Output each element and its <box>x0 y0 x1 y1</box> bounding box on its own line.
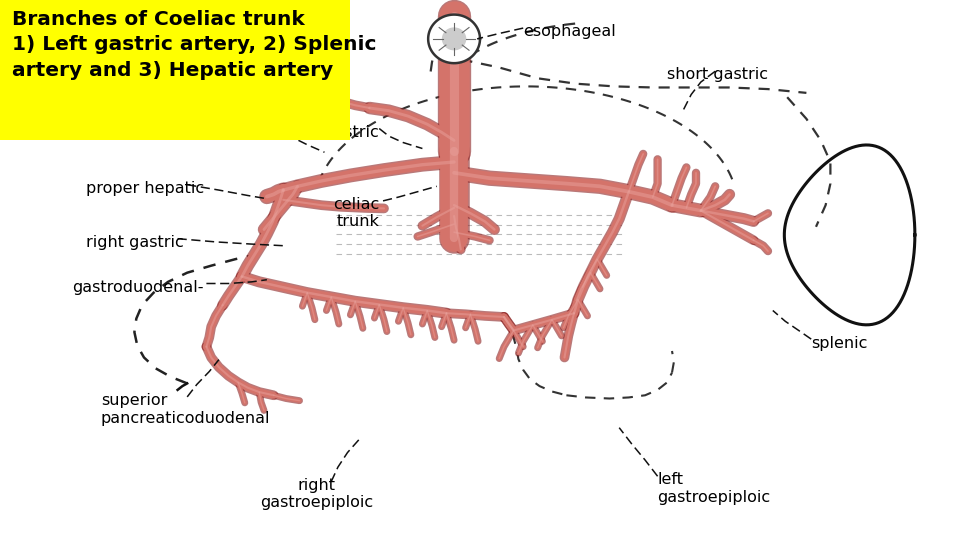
Text: gastroduodenal-: gastroduodenal- <box>72 280 204 295</box>
Text: celiac
trunk: celiac trunk <box>333 197 379 230</box>
Text: right
gastroepiploic: right gastroepiploic <box>260 478 373 510</box>
Text: short gastric: short gastric <box>667 68 768 83</box>
Text: left gastric: left gastric <box>294 125 379 140</box>
Text: right gastric: right gastric <box>86 235 184 250</box>
Text: Branches of Coeliac trunk
1) Left gastric artery, 2) Splenic
artery and 3) Hepat: Branches of Coeliac trunk 1) Left gastri… <box>12 10 376 80</box>
Text: esophageal: esophageal <box>523 24 616 39</box>
Polygon shape <box>443 28 466 50</box>
Text: left
gastroepiploic: left gastroepiploic <box>658 472 771 505</box>
Text: proper hepatic: proper hepatic <box>86 181 204 196</box>
Text: splenic: splenic <box>811 336 868 351</box>
Text: superior
pancreaticoduodenal: superior pancreaticoduodenal <box>101 393 271 426</box>
FancyBboxPatch shape <box>0 0 350 140</box>
Text: common hepatic: common hepatic <box>130 125 264 140</box>
Polygon shape <box>428 15 480 63</box>
